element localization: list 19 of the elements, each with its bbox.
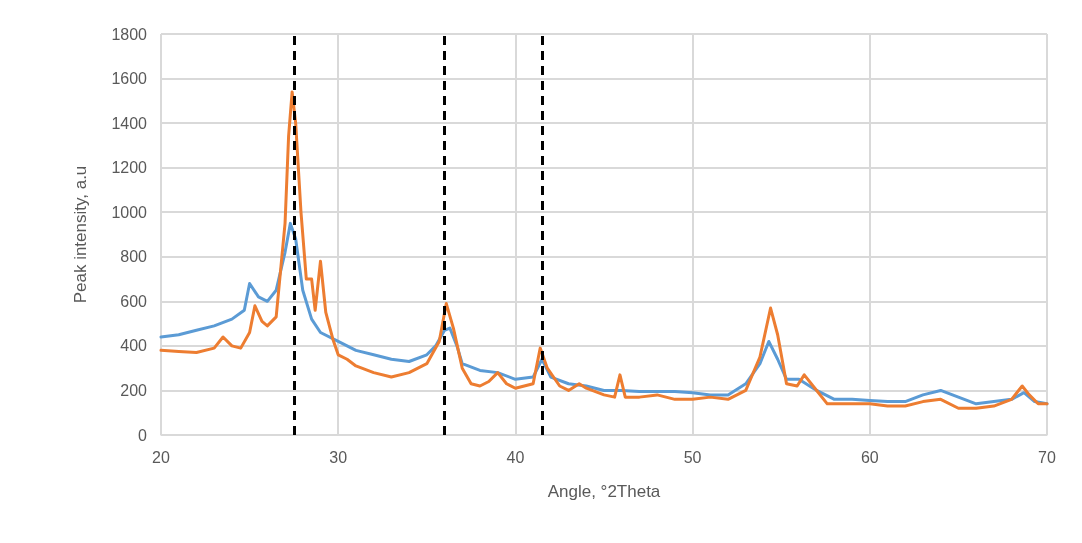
y-tick-label: 1400 [111,114,148,132]
y-tick-label: 1800 [111,25,148,43]
x-axis-title: Angle, °2Theta [547,482,661,501]
y-tick-label: 600 [120,292,148,310]
y-tick-label: 200 [120,381,148,399]
x-tick-label: 60 [860,448,879,466]
y-tick-label: 400 [120,337,148,355]
y-tick-label: 800 [120,248,148,266]
y-tick-label: 0 [138,426,148,444]
x-tick-label: 40 [506,448,525,466]
x-tick-label: 20 [152,448,170,466]
y-axis-title: Peak intensity, a.u [71,165,90,304]
x-tick-label: 70 [1038,448,1056,466]
y-tick-label: 1600 [111,70,148,88]
y-tick-label: 1000 [111,203,148,221]
y-tick-label: 1200 [111,159,148,177]
x-tick-label: 50 [683,448,702,466]
line-series [159,90,1049,410]
x-tick-label: 30 [329,448,348,466]
